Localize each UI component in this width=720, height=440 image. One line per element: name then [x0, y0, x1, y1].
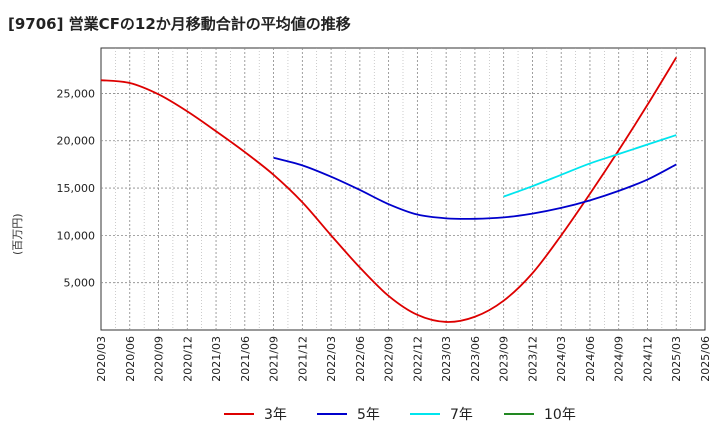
x-tick-label: 2024/12 [641, 336, 654, 382]
x-tick-label: 2025/06 [699, 336, 712, 382]
legend-label: 5年 [357, 407, 380, 423]
x-tick-label: 2023/09 [498, 336, 511, 382]
x-tick-label: 2025/03 [670, 336, 683, 382]
x-tick-label: 2022/12 [411, 336, 424, 382]
x-tick-label: 2021/12 [296, 336, 309, 382]
y-tick-label: 5,000 [64, 277, 96, 290]
x-tick-label: 2021/09 [268, 336, 281, 382]
series-line-7年 [503, 134, 677, 198]
y-tick-label: 10,000 [57, 229, 96, 242]
x-axis-ticks: 2020/03 2020/06 2020/09 2020/12 2021/03 2021/… [95, 336, 712, 382]
x-tick-label: 2020/06 [124, 336, 137, 382]
y-tick-label: 20,000 [57, 135, 96, 148]
grid [101, 48, 705, 330]
y-tick-label: 25,000 [57, 87, 96, 100]
x-tick-label: 2024/06 [584, 336, 597, 382]
x-tick-label: 2022/09 [383, 336, 396, 382]
x-tick-label: 2022/06 [354, 336, 367, 382]
y-axis-ticks: 5,000 10,000 15,000 20,000 25,000 [57, 87, 96, 289]
x-tick-label: 2020/03 [95, 336, 108, 382]
x-tick-label: 2020/09 [153, 336, 166, 382]
legend: 3年 5年 7年 10年 [224, 407, 576, 423]
series-lines [100, 56, 678, 323]
chart-title: [9706] 営業CFの12か月移動合計の平均値の推移 [8, 15, 351, 33]
series-line-5年 [273, 156, 677, 220]
x-tick-label: 2022/03 [325, 336, 338, 382]
x-tick-label: 2020/12 [181, 336, 194, 382]
legend-label: 3年 [264, 407, 287, 423]
x-tick-label: 2024/09 [613, 336, 626, 382]
x-tick-label: 2021/06 [239, 336, 252, 382]
legend-label: 10年 [544, 407, 576, 423]
x-tick-label: 2023/12 [526, 336, 539, 382]
legend-label: 7年 [450, 407, 473, 423]
x-tick-label: 2024/03 [555, 336, 568, 382]
x-tick-label: 2023/03 [440, 336, 453, 382]
x-tick-label: 2023/06 [469, 336, 482, 382]
x-tick-label: 2021/03 [210, 336, 223, 382]
series-line-3年 [100, 56, 678, 323]
y-tick-label: 15,000 [57, 182, 96, 195]
